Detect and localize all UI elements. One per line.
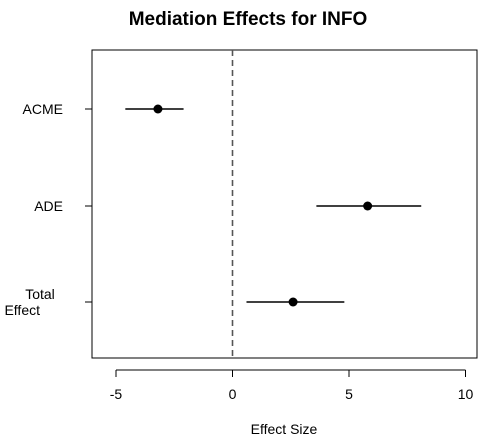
x-tick-label: 10 <box>458 386 474 402</box>
point-estimate <box>288 297 298 307</box>
x-tick-label: 0 <box>229 386 237 402</box>
y-category-label: ADE <box>34 198 63 214</box>
x-tick-label: -5 <box>110 386 123 402</box>
y-category-label: ACME <box>23 101 63 117</box>
x-axis-label: Effect Size <box>251 421 318 437</box>
point-estimate <box>153 104 163 114</box>
y-category-label: Total Effect <box>4 286 54 318</box>
plot-frame <box>91 49 478 359</box>
point-estimate <box>363 201 373 211</box>
x-tick-label: 5 <box>345 386 353 402</box>
chart-title: Mediation Effects for INFO <box>129 9 368 30</box>
